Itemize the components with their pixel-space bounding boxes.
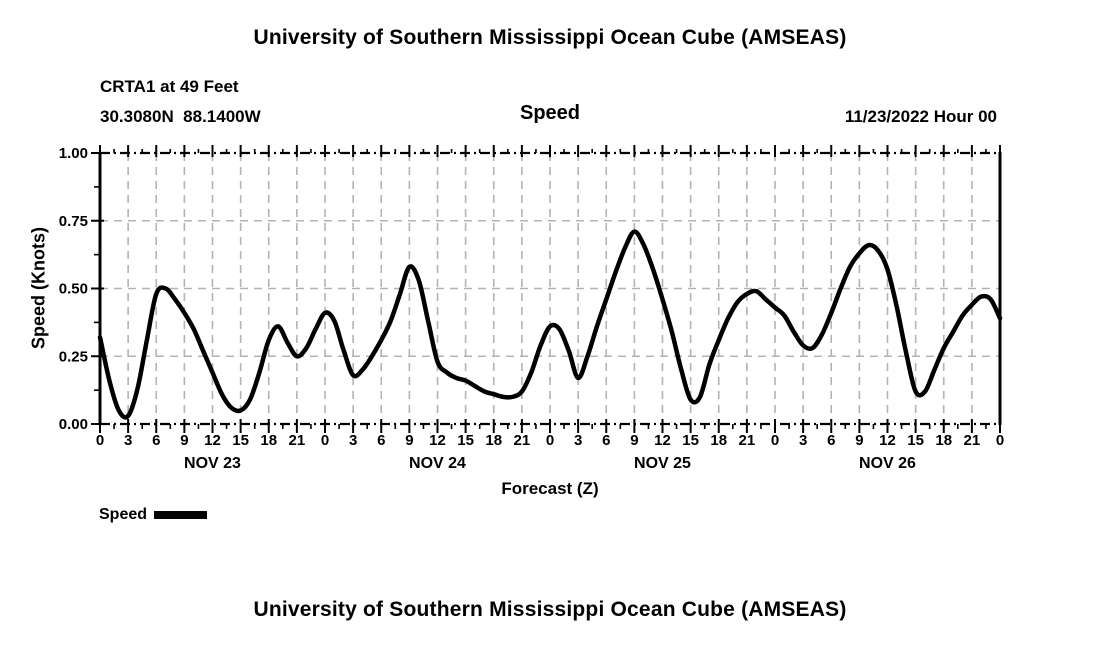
x-tick-label: 3	[124, 432, 132, 449]
x-tick-label: 3	[349, 432, 357, 449]
x-tick-label: 21	[739, 432, 756, 449]
footer-title: University of Southern Mississippi Ocean…	[253, 598, 847, 621]
speed-series-line	[97, 229, 1003, 420]
x-tick-label: 9	[855, 432, 863, 449]
x-tick-label: 12	[654, 432, 671, 449]
x-tick-label: 6	[377, 432, 385, 449]
y-axis-title: Speed (Knots)	[28, 226, 49, 350]
y-tick-label: 0.75	[59, 213, 88, 230]
legend-line-swatch	[154, 511, 208, 519]
x-tick-label: 21	[964, 432, 981, 449]
y-tick-label: 0.25	[59, 348, 88, 365]
x-tick-label: 15	[682, 432, 699, 449]
model-run-date: 11/23/2022 Hour 00	[844, 107, 997, 126]
x-tick-label: 6	[827, 432, 835, 449]
x-tick-label: 0	[96, 432, 104, 449]
legend: Speed	[99, 506, 208, 524]
x-tick-label: 9	[180, 432, 188, 449]
x-tick-label: 15	[232, 432, 249, 449]
x-tick-label: 15	[907, 432, 924, 449]
x-tick-label: 0	[321, 432, 329, 449]
y-tick-label: 1.00	[59, 145, 88, 162]
x-tick-label: 18	[710, 432, 727, 449]
x-tick-label: 18	[485, 432, 502, 449]
x-tick-label: 0	[996, 432, 1004, 449]
axis-labels: 0.00 0.25 0.50 0.75 1.00 0 3 6 9 12 15 18 21 0 3 6 9 12 15…	[59, 145, 1004, 472]
x-axis-title: Forecast (Z)	[501, 479, 599, 498]
x-tick-label: 12	[204, 432, 221, 449]
x-tick-label: 12	[429, 432, 446, 449]
page-title: University of Southern Mississippi Ocean…	[253, 26, 847, 49]
x-tick-label: 3	[574, 432, 582, 449]
x-tick-label: 9	[630, 432, 638, 449]
x-tick-label: 18	[260, 432, 277, 449]
x-tick-label: 12	[879, 432, 896, 449]
day-label: NOV 23	[184, 455, 241, 472]
x-tick-label: 18	[935, 432, 952, 449]
axis-lines	[98, 152, 1002, 425]
y-tick-label: 0.00	[59, 416, 88, 433]
day-label: NOV 25	[634, 455, 691, 472]
day-label: NOV 24	[409, 455, 466, 472]
chart-title: Speed	[519, 102, 581, 124]
x-tick-label: 9	[405, 432, 413, 449]
station-label: CRTA1 at 49 Feet	[100, 77, 239, 96]
day-label: NOV 26	[859, 455, 916, 472]
x-tick-label: 6	[152, 432, 160, 449]
legend-label: Speed	[99, 506, 148, 523]
x-tick-label: 15	[457, 432, 474, 449]
y-tick-label: 0.50	[59, 281, 88, 298]
station-coordinates: 30.3080N 88.1400W	[100, 107, 261, 126]
gridlines	[100, 153, 1000, 424]
x-tick-label: 21	[289, 432, 306, 449]
x-tick-label: 6	[602, 432, 610, 449]
axis-ticks	[91, 145, 1001, 433]
x-tick-label: 3	[799, 432, 807, 449]
x-tick-label: 0	[771, 432, 779, 449]
x-tick-label: 0	[546, 432, 554, 449]
x-tick-label: 21	[514, 432, 531, 449]
